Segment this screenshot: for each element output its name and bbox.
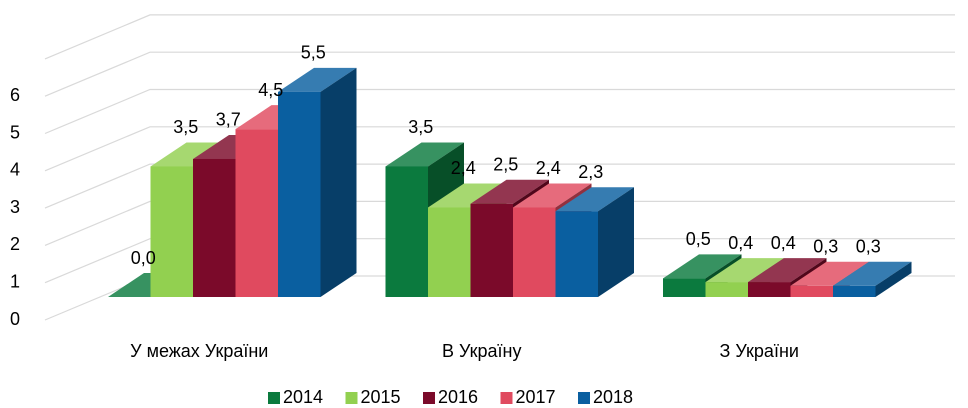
data-label: 0,5 bbox=[686, 229, 711, 249]
data-label: 2,3 bbox=[578, 162, 603, 182]
bar bbox=[705, 282, 748, 297]
legend-label: 2016 bbox=[438, 387, 478, 407]
bar-top bbox=[663, 254, 742, 279]
data-label: 0,3 bbox=[813, 237, 838, 257]
bar-top bbox=[513, 183, 592, 208]
legend-swatch bbox=[578, 392, 590, 404]
grid-line bbox=[44, 126, 955, 172]
grid-line bbox=[44, 200, 955, 246]
x-tick-label: В Україну bbox=[442, 341, 521, 361]
legend-label: 2015 bbox=[361, 387, 401, 407]
x-tick-label: З України bbox=[720, 341, 799, 361]
data-label: 2,4 bbox=[451, 158, 476, 178]
legend-swatch bbox=[500, 392, 513, 404]
legend-label: 2014 bbox=[283, 387, 323, 407]
bar-top bbox=[705, 258, 784, 283]
grid-line bbox=[44, 14, 955, 60]
y-tick-label: 5 bbox=[10, 122, 20, 142]
bar bbox=[428, 207, 471, 297]
bar-top bbox=[428, 183, 507, 208]
bar bbox=[278, 91, 321, 297]
grid-line bbox=[44, 163, 955, 209]
bar-top bbox=[278, 67, 357, 92]
y-tick-label: 6 bbox=[10, 85, 20, 105]
bar-top bbox=[470, 179, 549, 204]
bar bbox=[555, 211, 598, 297]
y-tick-label: 2 bbox=[10, 234, 20, 254]
data-label: 0,4 bbox=[771, 233, 796, 253]
y-tick-label: 1 bbox=[10, 271, 20, 291]
data-label: 5,5 bbox=[301, 43, 326, 63]
bar bbox=[833, 285, 876, 297]
data-label: 0,4 bbox=[728, 233, 753, 253]
bar bbox=[235, 129, 278, 297]
grid-line bbox=[44, 88, 955, 135]
bar bbox=[663, 278, 706, 297]
grid-line bbox=[44, 51, 955, 97]
bar-top bbox=[748, 258, 827, 283]
bar-side bbox=[320, 67, 357, 297]
data-label: 0,3 bbox=[856, 237, 881, 257]
bar bbox=[385, 166, 428, 297]
bar-top bbox=[385, 142, 464, 167]
data-label: 4,5 bbox=[258, 80, 283, 100]
bar-top bbox=[790, 261, 869, 286]
data-label: 3,7 bbox=[216, 110, 241, 130]
bar bbox=[150, 166, 193, 297]
bar bbox=[193, 158, 236, 297]
y-tick-label: 3 bbox=[10, 197, 20, 217]
data-label: 2,4 bbox=[536, 158, 561, 178]
legend-swatch bbox=[423, 392, 435, 404]
bar bbox=[748, 282, 791, 297]
legend-label: 2017 bbox=[516, 387, 556, 407]
data-label: 0,0 bbox=[131, 248, 156, 268]
data-label: 3,5 bbox=[173, 117, 198, 137]
bar bbox=[470, 203, 513, 297]
grid-line bbox=[44, 238, 955, 284]
bar-side bbox=[875, 261, 912, 297]
data-label: 2,5 bbox=[493, 155, 518, 175]
bar-top bbox=[555, 187, 634, 212]
y-tick-label: 0 bbox=[10, 309, 20, 329]
y-tick-label: 4 bbox=[10, 160, 20, 180]
legend-label: 2018 bbox=[593, 387, 633, 407]
bar-top bbox=[833, 261, 912, 286]
x-tick-label: У межах України bbox=[130, 341, 268, 361]
legend-swatch bbox=[268, 392, 280, 404]
bar bbox=[513, 207, 556, 297]
data-label: 3,5 bbox=[408, 117, 433, 137]
legend-swatch bbox=[345, 392, 358, 404]
bar bbox=[790, 285, 833, 297]
bar-side bbox=[598, 187, 634, 297]
